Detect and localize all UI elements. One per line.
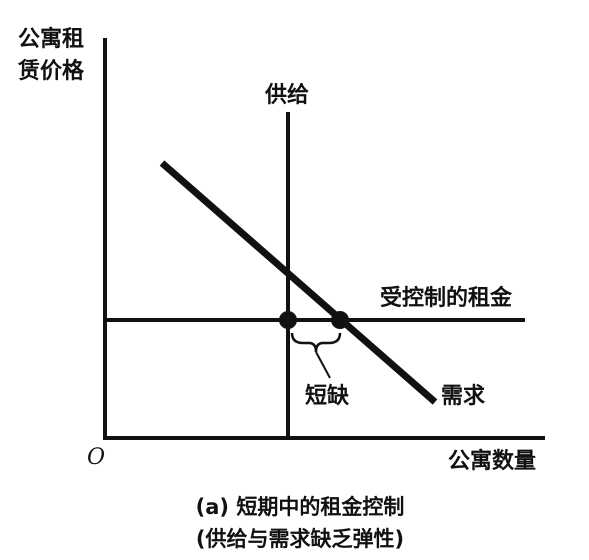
y-axis-label-line1: 公寓租 xyxy=(18,26,84,52)
y-axis-label-line2: 赁价格 xyxy=(17,58,85,84)
caption-line2: (供给与需求缺乏弹性) xyxy=(196,527,404,551)
demand-label: 需求 xyxy=(441,384,485,409)
origin-label: O xyxy=(87,445,105,470)
demand-curve xyxy=(159,160,438,405)
controlled-rent-label: 受控制的租金 xyxy=(380,285,513,311)
shortage-label: 短缺 xyxy=(305,383,350,409)
x-axis-label: 公寓数量 xyxy=(448,448,536,474)
supply-label: 供给 xyxy=(264,82,309,108)
supply-at-controlled-rent-point xyxy=(279,311,297,329)
shortage-brace xyxy=(290,332,342,353)
demand-at-controlled-rent-point xyxy=(331,311,349,329)
caption-line1: (a) 短期中的租金控制 xyxy=(196,495,405,519)
shortage-pointer xyxy=(315,351,331,379)
